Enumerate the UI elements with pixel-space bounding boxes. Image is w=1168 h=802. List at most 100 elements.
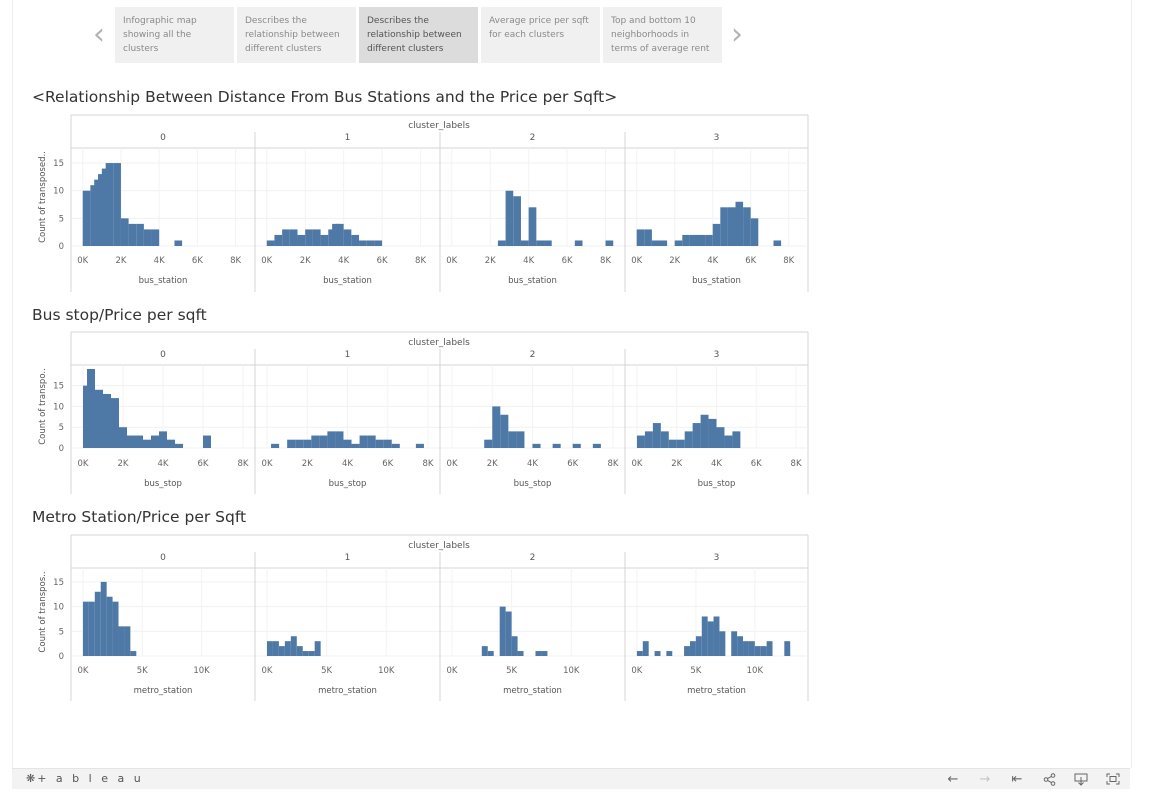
histogram-bar-cluster-1	[312, 229, 321, 246]
y-axis-label: Count of transpo..	[38, 368, 48, 445]
histogram-bar-cluster-3	[750, 218, 759, 246]
x-axis-label: bus_stop	[514, 479, 552, 489]
x-tick-label: 5K	[137, 666, 148, 676]
histogram-bar-cluster-3	[676, 439, 685, 448]
histogram-bar-cluster-3	[689, 641, 696, 656]
panel-label-1: 1	[345, 350, 351, 360]
y-tick-label: 10	[53, 402, 64, 412]
histogram-bar-cluster-1	[287, 439, 296, 448]
download-icon[interactable]	[1071, 770, 1091, 788]
revert-icon[interactable]: ⇤	[1011, 771, 1023, 787]
x-tick-label: 0K	[77, 256, 88, 266]
histogram-bar-cluster-0	[82, 601, 89, 656]
y-tick-label: 15	[53, 159, 64, 169]
x-tick-label: 2K	[669, 256, 680, 266]
x-tick-label: 4K	[338, 256, 349, 266]
histogram-bar-cluster-3	[773, 240, 782, 246]
histogram-bar-cluster-3	[700, 414, 709, 448]
histogram-bar-cluster-0	[130, 651, 137, 656]
histogram-bar-cluster-1	[391, 443, 400, 448]
fullscreen-icon[interactable]	[1103, 770, 1123, 788]
histogram-bar-cluster-2	[541, 651, 548, 656]
histogram-bar-cluster-1	[282, 229, 290, 246]
histogram-bar-cluster-1	[320, 234, 329, 246]
histogram-bar-cluster-1	[284, 641, 291, 656]
histogram-bar-cluster-0	[112, 601, 119, 656]
y-axis-label: Count of transposed..	[38, 151, 48, 243]
x-tick-label: 8K	[791, 459, 802, 469]
brand-text: + a b l e a u	[37, 772, 144, 785]
x-axis-label: metro_station	[503, 686, 562, 696]
histogram-bar-cluster-1	[351, 234, 360, 246]
tableau-brand[interactable]: ❋ + a b l e a u	[26, 772, 144, 785]
story-point-5[interactable]: Top and bottom 10 neighborhoods in terms…	[603, 7, 722, 63]
histogram-bar-cluster-0	[94, 179, 102, 246]
panel-label-1: 1	[345, 553, 351, 563]
histogram-bar-cluster-2	[536, 240, 545, 246]
histogram-bar-cluster-2	[511, 636, 518, 656]
chart-title-metro-station: Metro Station/Price per Sqft	[32, 508, 247, 526]
panel-label-0: 0	[160, 553, 166, 563]
x-tick-label: 0K	[77, 666, 88, 676]
x-axis-label: bus_stop	[698, 479, 736, 489]
x-tick-label: 8K	[415, 256, 426, 266]
x-axis-label: metro_station	[687, 686, 746, 696]
histogram-bar-cluster-0	[88, 601, 95, 656]
histogram-bar-cluster-2	[492, 406, 501, 448]
x-tick-label: 0K	[78, 459, 89, 469]
x-tick-label: 8K	[238, 459, 249, 469]
histogram-bar-cluster-3	[636, 435, 645, 448]
x-tick-label: 0K	[631, 666, 642, 676]
share-icon[interactable]	[1039, 770, 1059, 788]
x-tick-label: 6K	[562, 256, 573, 266]
histogram-bar-cluster-2	[505, 611, 512, 656]
histogram-bar-cluster-2	[528, 207, 537, 246]
histogram-bar-cluster-0	[127, 435, 135, 448]
histogram-bar-cluster-3	[644, 431, 653, 448]
histogram-bar-cluster-0	[111, 398, 119, 448]
histogram-bar-cluster-0	[119, 427, 127, 448]
x-tick-label: 0K	[446, 666, 457, 676]
histogram-bar-cluster-0	[103, 393, 111, 448]
panel-label-0: 0	[160, 350, 166, 360]
histogram-bar-cluster-1	[274, 234, 283, 246]
histogram-bar-cluster-2	[520, 240, 529, 246]
histogram-bar-cluster-1	[289, 229, 298, 246]
story-point-1[interactable]: Infographic map showing all the clusters	[115, 7, 234, 63]
story-point-label: Top and bottom 10 neighborhoods in terms…	[611, 16, 710, 54]
histogram-bar-cluster-3	[689, 234, 698, 246]
x-tick-label: 5K	[321, 666, 332, 676]
chevron-left-icon[interactable]: ‹	[93, 17, 105, 52]
chevron-right-icon[interactable]: ›	[731, 17, 743, 52]
redo-icon[interactable]: →	[979, 771, 991, 787]
histogram-bar-cluster-0	[135, 435, 143, 448]
histogram-bar-cluster-3	[760, 646, 767, 656]
x-tick-label: 6K	[192, 256, 203, 266]
y-tick-label: 15	[53, 578, 64, 588]
chart-title-bus-station: <Relationship Between Distance From Bus …	[32, 88, 618, 106]
histogram-bar-cluster-1	[359, 435, 368, 448]
x-tick-label: 0K	[446, 256, 457, 266]
histogram-bar-cluster-3	[684, 431, 693, 448]
x-axis-label: bus_stop	[329, 479, 367, 489]
story-point-2[interactable]: Describes the relationship between diffe…	[237, 7, 356, 63]
panel-label-0: 0	[160, 133, 166, 143]
histogram-bar-cluster-2	[544, 240, 552, 246]
histogram-bar-cluster-3	[743, 641, 749, 656]
x-axis-label: bus_stop	[144, 479, 182, 489]
x-tick-label: 8K	[600, 256, 611, 266]
story-point-3-active[interactable]: Describes the relationship between diffe…	[359, 7, 478, 63]
y-tick-label: 5	[59, 627, 64, 637]
histogram-bar-cluster-3	[766, 641, 773, 656]
histogram-bar-cluster-3	[636, 651, 643, 656]
histogram-bar-cluster-0	[167, 439, 175, 448]
histogram-bar-cluster-1	[290, 636, 297, 656]
story-point-4[interactable]: Average price per sqft for each clusters	[481, 7, 600, 63]
x-axis-label: metro_station	[318, 686, 377, 696]
histogram-bar-cluster-0	[87, 369, 95, 448]
undo-icon[interactable]: ←	[947, 771, 959, 787]
histogram-bar-cluster-2	[574, 240, 583, 246]
y-tick-label: 5	[59, 423, 64, 433]
x-tick-label: 0K	[631, 459, 642, 469]
